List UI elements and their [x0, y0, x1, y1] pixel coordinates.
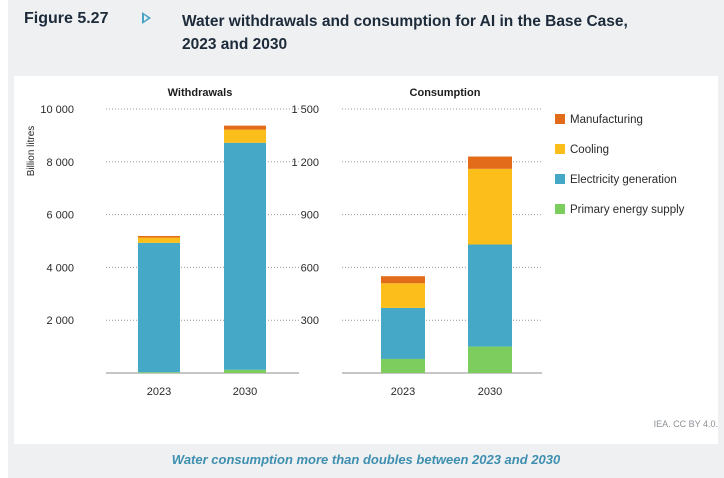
legend-swatch-primary-energy-supply	[555, 204, 565, 214]
legend-label-cooling: Cooling	[570, 144, 609, 156]
legend-label-electricity-generation: Electricity generation	[570, 174, 677, 186]
x-tick-label-1-1: 2030	[478, 386, 502, 398]
y-tick-label-0-1: 4 000	[46, 262, 74, 274]
source-credit: IEA. CC BY 4.0.	[653, 419, 718, 429]
bar-1-2023-electricity-generation	[381, 307, 425, 359]
y-tick-label-1-4: 1 500	[291, 104, 319, 116]
chart-area: Withdrawals 2 000 4 000 6 000 8 000 10 000 202…	[14, 76, 718, 444]
bar-1-2030-electricity-generation	[468, 244, 512, 347]
figure-title: Water withdrawals and consumption for AI…	[182, 10, 724, 56]
bar-1-2030-primary-energy-supply	[468, 346, 512, 373]
bar-0-2023-electricity-generation	[138, 242, 180, 373]
bar-1-2030-manufacturing	[468, 156, 512, 169]
y-tick-label-0-4: 10 000	[40, 104, 74, 116]
legend-swatch-electricity-generation	[555, 174, 565, 184]
arrow-icon	[142, 12, 151, 24]
figure-caption: Water consumption more than doubles betw…	[171, 452, 561, 467]
bar-0-2030-electricity-generation	[224, 142, 266, 370]
bar-1-2023-manufacturing	[381, 276, 425, 284]
bar-0-2023-manufacturing	[138, 235, 180, 238]
figure-label: Figure 5.27	[24, 10, 109, 27]
bar-1-2023-cooling	[381, 283, 425, 308]
figure-header: Figure 5.27 Water withdrawals and consum…	[8, 0, 724, 68]
y-tick-label-1-0: 300	[301, 315, 319, 327]
y-tick-label-1-2: 900	[301, 210, 319, 222]
y-tick-label-0-2: 6 000	[46, 210, 74, 222]
x-tick-label-0-1: 2030	[233, 386, 257, 398]
bar-0-2023-cooling	[138, 237, 180, 243]
bar-0-2023-primary-energy-supply	[138, 372, 180, 373]
y-tick-label-1-3: 1 200	[291, 157, 319, 169]
bar-1-2030-cooling	[468, 168, 512, 245]
legend-label-manufacturing: Manufacturing	[570, 114, 643, 126]
x-tick-label-0-0: 2023	[147, 386, 171, 398]
legend-swatch-manufacturing	[555, 114, 565, 124]
charts-svg: Withdrawals 2 000 4 000 6 000 8 000 10 000 202…	[26, 87, 685, 398]
y-tick-label-0-3: 8 000	[46, 157, 74, 169]
bar-0-2030-manufacturing	[224, 125, 266, 130]
y-tick-label-1-1: 600	[301, 262, 319, 274]
x-tick-label-1-0: 2023	[391, 386, 415, 398]
legend-swatch-cooling	[555, 144, 565, 154]
panel-title-1: Consumption	[410, 87, 481, 99]
bar-0-2030-primary-energy-supply	[224, 369, 266, 373]
figure-title-line-1: Water withdrawals and consumption for AI…	[182, 13, 628, 30]
figure-title-line-2: 2023 and 2030	[182, 36, 288, 53]
panel-title-0: Withdrawals	[168, 87, 233, 99]
bar-1-2023-primary-energy-supply	[381, 358, 425, 373]
y-axis-label-0: Billion litres	[26, 126, 37, 177]
y-tick-label-0-0: 2 000	[46, 315, 74, 327]
bar-0-2030-cooling	[224, 129, 266, 143]
legend-label-primary-energy-supply: Primary energy supply	[570, 204, 685, 216]
